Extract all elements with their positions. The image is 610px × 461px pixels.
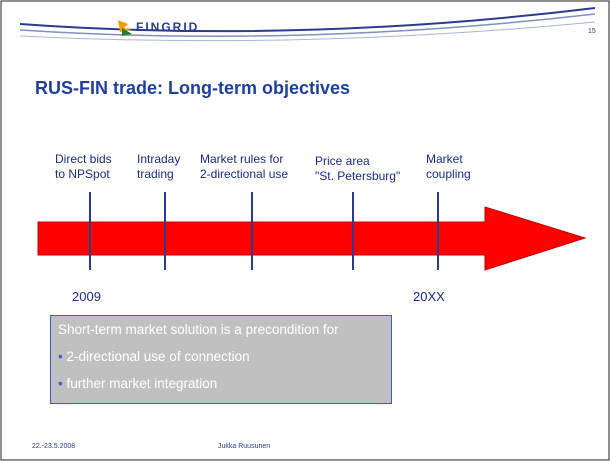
milestone-label: Market coupling	[426, 152, 471, 182]
footer-author: Jukka Ruusunen	[218, 443, 271, 450]
swoosh	[19, 7, 596, 33]
milestone-label: Price area "St. Petersburg"	[315, 154, 400, 184]
info-box: Short-term market solution is a precondi…	[50, 315, 392, 404]
swoosh	[19, 21, 596, 42]
milestone-label: Intraday trading	[137, 152, 180, 182]
end-year: 20XX	[413, 289, 445, 304]
milestone-label: Market rules for 2-directional use	[200, 152, 288, 182]
label-line: Market	[426, 152, 463, 166]
bullet-text: 2-directional use of connection	[66, 349, 250, 364]
timeline-arrow	[37, 206, 587, 271]
milestone-label: Direct bids to NPSpot	[55, 152, 112, 182]
label-line: coupling	[426, 167, 471, 181]
logo-text: FINGRID	[136, 20, 200, 34]
start-year: 2009	[72, 289, 101, 304]
logo-icon	[118, 20, 132, 32]
label-line: Price area	[315, 154, 370, 168]
page-number: 15	[588, 28, 596, 35]
milestone-ticks	[89, 192, 439, 270]
slide-title: RUS-FIN trade: Long-term objectives	[35, 78, 351, 98]
bullet: • further market integration	[58, 376, 218, 391]
logo-icon	[122, 28, 132, 36]
label-line: 2-directional use	[200, 167, 289, 181]
bullet: • 2-directional use of connection	[58, 349, 250, 364]
bullet-text: further market integration	[66, 376, 218, 391]
label-line: trading	[137, 167, 174, 181]
label-line: Direct bids	[55, 152, 112, 166]
label-line: Intraday	[137, 152, 181, 166]
swoosh	[19, 13, 596, 37]
label-line: "St. Petersburg"	[315, 169, 401, 183]
label-line: to NPSpot	[55, 167, 110, 181]
footer-date: 22.-23.5.2008	[32, 443, 76, 450]
box-heading: Short-term market solution is a precondi…	[58, 322, 339, 337]
label-line: Market rules for	[200, 152, 284, 166]
